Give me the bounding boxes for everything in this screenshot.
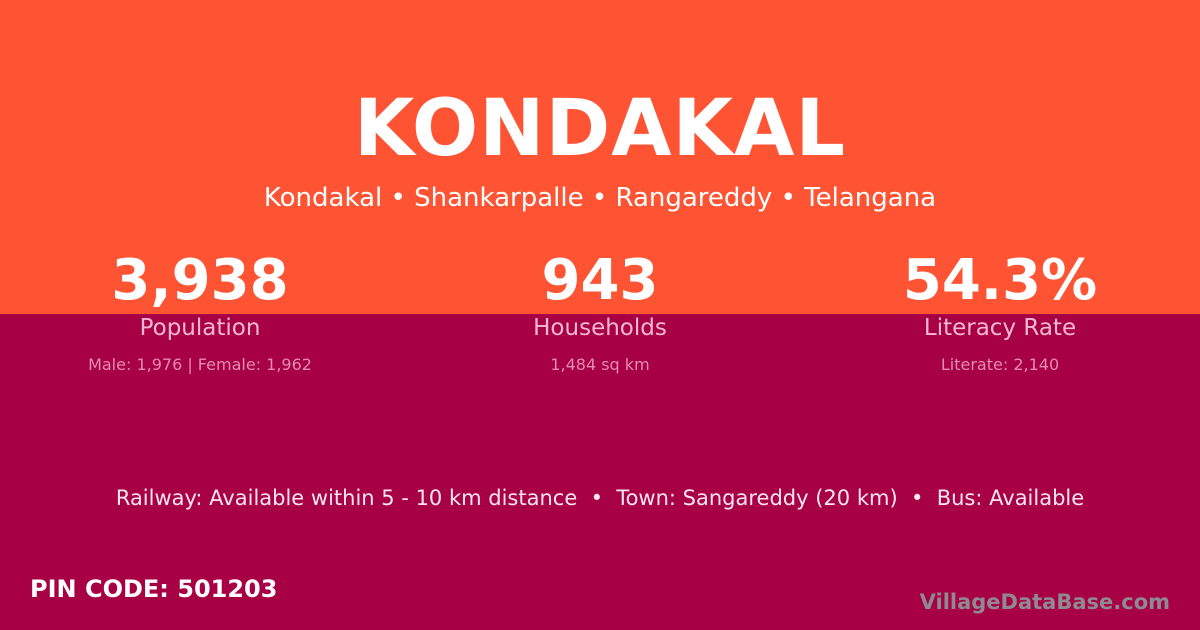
location-breadcrumb: Kondakal • Shankarpalle • Rangareddy • T…: [263, 183, 937, 213]
stat-label: Population: [139, 315, 261, 341]
watermark: VillageDataBase.com: [919, 590, 1170, 614]
header-band: [0, 0, 1200, 314]
pin-code: PIN CODE: 501203: [30, 575, 278, 603]
stat-value: 943: [541, 248, 659, 313]
stat-label: Households: [533, 315, 667, 341]
stat-detail: Male: 1,976 | Female: 1,962: [88, 355, 312, 374]
stat-detail: Literate: 2,140: [940, 355, 1060, 374]
stat-value: 54.3%: [902, 248, 1098, 313]
connectivity-info: Railway: Available within 5 - 10 km dist…: [115, 486, 1085, 510]
village-title: KONDAKAL: [353, 84, 847, 174]
stat-label: Literacy Rate: [923, 315, 1077, 341]
stat-detail: 1,484 sq km: [550, 355, 650, 374]
stat-value: 3,938: [111, 248, 289, 313]
